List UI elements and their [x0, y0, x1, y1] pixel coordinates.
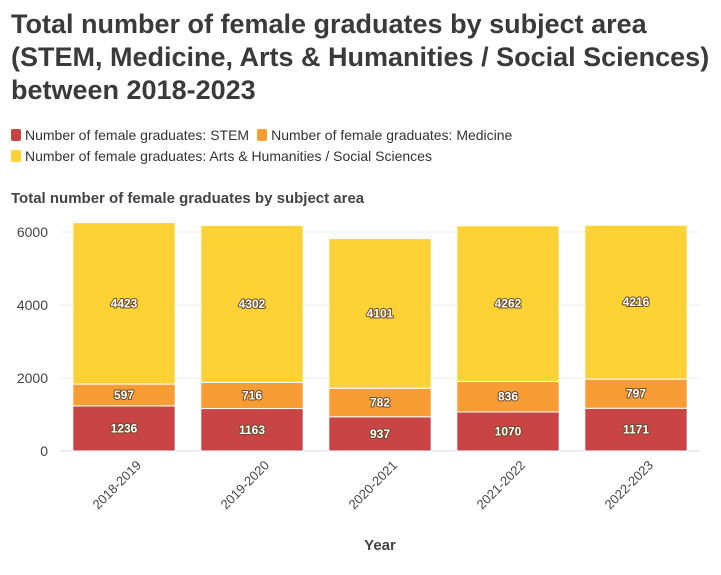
x-tick-label: 2022-2023 — [602, 458, 657, 513]
y-tick-label: 2000 — [17, 370, 48, 386]
legend-label-medicine: Number of female graduates: Medicine — [271, 126, 513, 143]
legend-swatch-medicine — [257, 128, 268, 141]
bar-segment[interactable] — [456, 380, 560, 413]
bar-segment[interactable] — [72, 222, 176, 385]
legend-swatch-arts — [11, 149, 21, 162]
data-label: 1236 — [111, 421, 138, 435]
data-label: 4216 — [623, 295, 650, 309]
x-tick-label: 2019-2020 — [218, 458, 273, 513]
data-label: 597 — [114, 388, 134, 402]
data-label: 797 — [626, 387, 646, 401]
y-tick-label: 6000 — [17, 224, 48, 240]
data-label: 4101 — [367, 306, 394, 320]
bar-segment[interactable] — [456, 225, 560, 382]
x-tick-label: 2021-2022 — [474, 458, 529, 513]
bar-segment[interactable] — [584, 378, 688, 409]
data-label: 782 — [370, 396, 390, 410]
data-label: 1163 — [239, 423, 265, 437]
bar-segment[interactable] — [200, 381, 304, 410]
chart-subtitle: Total number of female graduates by subj… — [11, 190, 365, 207]
data-label: 1070 — [495, 424, 522, 438]
bar-segment[interactable] — [584, 224, 688, 380]
data-label: 4262 — [495, 297, 522, 311]
legend-label-arts: Number of female graduates: Arts & Human… — [25, 147, 432, 164]
x-tick-label: 2020-2021 — [346, 458, 401, 513]
bar-segment[interactable] — [456, 411, 560, 452]
data-label: 4423 — [111, 296, 138, 310]
data-label: 836 — [498, 390, 518, 404]
data-label: 1171 — [623, 423, 649, 437]
bar-segment[interactable] — [584, 407, 688, 452]
legend-item-medicine[interactable]: Number of female graduates: Medicine — [257, 127, 512, 143]
chart-title: Total number of female graduates by subj… — [11, 9, 710, 105]
legend-item-arts[interactable]: Number of female graduates: Arts & Human… — [11, 148, 432, 164]
bar-segment[interactable] — [200, 224, 304, 383]
legend-label-stem: Number of female graduates: STEM — [25, 126, 250, 143]
data-label: 937 — [370, 427, 390, 441]
x-axis-label: Year — [364, 537, 396, 554]
y-tick-label: 0 — [40, 443, 48, 459]
bar-segment[interactable] — [328, 238, 432, 389]
data-label: 716 — [242, 388, 262, 402]
bar-segment[interactable] — [200, 408, 304, 452]
legend-swatch-stem — [11, 128, 21, 141]
legend: Number of female graduates: STEM Number … — [11, 124, 711, 166]
bar-segment[interactable] — [328, 387, 432, 418]
legend-item-stem[interactable]: Number of female graduates: STEM — [11, 127, 249, 143]
bar-segment[interactable] — [328, 416, 432, 452]
x-tick-label: 2018-2019 — [90, 458, 145, 513]
data-label: 4302 — [239, 297, 266, 311]
y-tick-label: 4000 — [17, 297, 48, 313]
